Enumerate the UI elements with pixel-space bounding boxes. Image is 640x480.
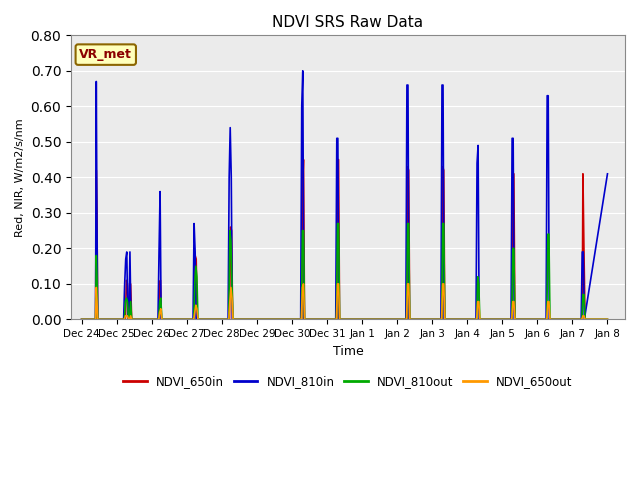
Y-axis label: Red, NIR, W/m2/s/nm: Red, NIR, W/m2/s/nm [15,118,25,237]
X-axis label: Time: Time [333,345,364,358]
Title: NDVI SRS Raw Data: NDVI SRS Raw Data [273,15,424,30]
Legend: NDVI_650in, NDVI_810in, NDVI_810out, NDVI_650out: NDVI_650in, NDVI_810in, NDVI_810out, NDV… [118,371,577,393]
Text: VR_met: VR_met [79,48,132,61]
